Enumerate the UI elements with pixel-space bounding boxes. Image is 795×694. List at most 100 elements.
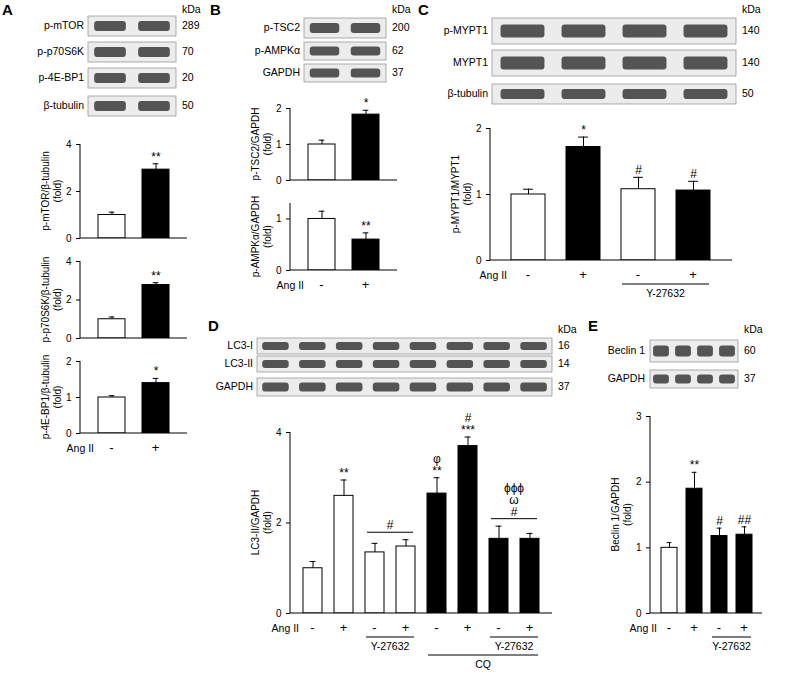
- svg-text:(fold): (fold): [462, 183, 473, 206]
- svg-text:Y-27632: Y-27632: [712, 640, 751, 652]
- svg-text:GAPDH: GAPDH: [263, 66, 300, 78]
- svg-text:Ang II: Ang II: [630, 622, 657, 634]
- svg-text:0: 0: [276, 608, 282, 619]
- svg-text:0: 0: [66, 233, 72, 244]
- svg-text:-: -: [717, 620, 721, 635]
- svg-text:70: 70: [182, 45, 194, 57]
- svg-text:+: +: [690, 620, 698, 635]
- svg-text:GAPDH: GAPDH: [608, 372, 645, 384]
- svg-text:0: 0: [66, 428, 72, 439]
- svg-text:1: 1: [276, 213, 282, 224]
- svg-text:p-MYPT1: p-MYPT1: [444, 24, 489, 36]
- svg-text:D: D: [208, 317, 219, 334]
- svg-text:1: 1: [636, 542, 642, 553]
- svg-text:2: 2: [276, 517, 282, 528]
- svg-text:*: *: [154, 364, 159, 378]
- svg-text:-: -: [434, 620, 438, 635]
- svg-text:+: +: [579, 267, 587, 282]
- svg-text:p-MYPT1/MYPT1: p-MYPT1/MYPT1: [450, 154, 461, 233]
- svg-text:Ang II: Ang II: [272, 622, 299, 634]
- svg-text:p-4E-BP1/β-tubulin: p-4E-BP1/β-tubulin: [40, 355, 51, 440]
- svg-text:37: 37: [392, 66, 404, 78]
- svg-text:β-tubulin: β-tubulin: [44, 99, 85, 111]
- svg-text:-: -: [372, 620, 376, 635]
- svg-text:A: A: [2, 1, 13, 18]
- svg-text:4: 4: [66, 139, 72, 150]
- svg-text:p-TSC2/GAPDH: p-TSC2/GAPDH: [250, 108, 261, 181]
- svg-text:##: ##: [738, 513, 752, 527]
- svg-text:Ang II: Ang II: [67, 442, 94, 454]
- svg-text:0: 0: [66, 333, 72, 344]
- svg-text:LC3-II: LC3-II: [224, 357, 253, 369]
- svg-text:Y-27632: Y-27632: [646, 287, 685, 299]
- svg-text:1: 1: [66, 392, 72, 403]
- svg-text:16: 16: [558, 339, 570, 351]
- svg-text:-: -: [310, 620, 314, 635]
- svg-text:Y-27632: Y-27632: [371, 640, 410, 652]
- svg-text:p-AMPKα: p-AMPKα: [255, 44, 300, 56]
- svg-text:62: 62: [392, 44, 404, 56]
- svg-text:p-mTOR/β-tubulin: p-mTOR/β-tubulin: [40, 151, 51, 230]
- svg-text:140: 140: [742, 24, 760, 36]
- svg-text:φ**: φ**: [432, 452, 442, 478]
- svg-text:p-AMPKα/GAPDH: p-AMPKα/GAPDH: [250, 196, 261, 277]
- svg-text:+: +: [402, 620, 410, 635]
- svg-text:0: 0: [476, 255, 482, 266]
- svg-text:LC3-I: LC3-I: [227, 339, 253, 351]
- svg-text:60: 60: [744, 344, 756, 356]
- svg-text:140: 140: [742, 56, 760, 68]
- svg-text:#: #: [635, 163, 642, 177]
- svg-text:200: 200: [392, 21, 410, 33]
- svg-text:kDa: kDa: [744, 323, 763, 335]
- svg-text:(fold): (fold): [52, 288, 63, 311]
- svg-text:CQ: CQ: [475, 658, 491, 670]
- svg-text:p-p70S6K: p-p70S6K: [37, 45, 84, 57]
- svg-text:1: 1: [476, 189, 482, 200]
- svg-text:(fold): (fold): [262, 225, 273, 248]
- svg-text:LC3-II/GAPDH: LC3-II/GAPDH: [250, 490, 261, 556]
- svg-text:+: +: [152, 440, 160, 455]
- svg-text:kDa: kDa: [392, 3, 411, 15]
- svg-text:kDa: kDa: [182, 3, 201, 15]
- svg-text:C: C: [418, 1, 429, 18]
- svg-text:p-mTOR: p-mTOR: [44, 19, 84, 31]
- svg-text:**: **: [361, 219, 371, 233]
- svg-text:β-tubulin: β-tubulin: [448, 87, 489, 99]
- svg-text:kDa: kDa: [742, 3, 761, 15]
- svg-text:**: **: [151, 150, 161, 164]
- svg-text:#: #: [716, 514, 723, 528]
- svg-text:Beclin 1: Beclin 1: [608, 344, 646, 356]
- svg-text:#: #: [690, 167, 697, 181]
- svg-text:37: 37: [558, 380, 570, 392]
- svg-text:3: 3: [636, 411, 642, 422]
- svg-text:-: -: [667, 620, 671, 635]
- svg-text:2: 2: [66, 356, 72, 367]
- svg-text:ω: ω: [509, 493, 518, 507]
- svg-text:Beclin 1/GAPDH: Beclin 1/GAPDH: [610, 478, 621, 552]
- svg-text:*: *: [364, 96, 369, 110]
- svg-text:(fold): (fold): [262, 511, 273, 534]
- svg-text:1: 1: [276, 139, 282, 150]
- svg-text:p-TSC2: p-TSC2: [264, 21, 300, 33]
- svg-text:#: #: [387, 518, 394, 532]
- svg-text:Ang II: Ang II: [277, 279, 304, 291]
- svg-text:-: -: [496, 620, 500, 635]
- svg-text:+: +: [689, 267, 697, 282]
- svg-text:p-4E-BP1: p-4E-BP1: [38, 71, 84, 83]
- svg-text:2: 2: [66, 186, 72, 197]
- svg-text:MYPT1: MYPT1: [453, 56, 488, 68]
- svg-text:37: 37: [744, 372, 756, 384]
- svg-text:0: 0: [636, 608, 642, 619]
- svg-text:4: 4: [276, 427, 282, 438]
- svg-text:0: 0: [276, 175, 282, 186]
- svg-text:2: 2: [66, 294, 72, 305]
- svg-text:E: E: [588, 317, 598, 334]
- svg-text:50: 50: [182, 99, 194, 111]
- svg-text:#***: #***: [461, 411, 475, 437]
- svg-text:20: 20: [182, 71, 194, 83]
- svg-text:Y-27632: Y-27632: [495, 640, 534, 652]
- svg-text:p-p70S6K/β-tubulin: p-p70S6K/β-tubulin: [40, 257, 51, 343]
- svg-text:+: +: [740, 620, 748, 635]
- svg-text:#: #: [511, 505, 518, 519]
- svg-text:+: +: [526, 620, 534, 635]
